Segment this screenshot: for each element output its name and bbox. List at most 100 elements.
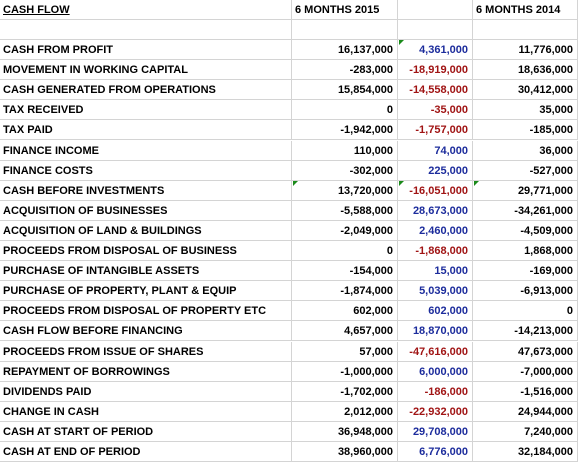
row-label-cell[interactable]: ACQUISITION OF BUSINESSES bbox=[0, 200, 292, 221]
header-difference-cell[interactable] bbox=[398, 0, 473, 20]
six-months-2014-cell[interactable]: -6,913,000 bbox=[473, 281, 578, 302]
difference-cell[interactable]: -47,616,000 bbox=[398, 341, 473, 362]
row-label-cell[interactable]: CASH FROM PROFIT bbox=[0, 40, 292, 60]
row-label-cell[interactable]: DIVIDENDS PAID bbox=[0, 381, 292, 402]
table-row: CASH FLOW BEFORE FINANCING 4,657,000 18,87… bbox=[0, 321, 578, 342]
six-months-2015-cell[interactable]: -1,942,000 bbox=[292, 120, 398, 141]
six-months-2014-cell[interactable]: -1,516,000 bbox=[473, 381, 578, 402]
six-months-2014-cell[interactable]: 36,000 bbox=[473, 140, 578, 161]
six-months-2014-cell[interactable]: 47,673,000 bbox=[473, 341, 578, 362]
six-months-2014-cell[interactable]: 32,184,000 bbox=[473, 442, 578, 462]
six-months-2014-cell[interactable]: 35,000 bbox=[473, 100, 578, 121]
table-row: TAX RECEIVED 0 -35,000 35,000 bbox=[0, 100, 578, 121]
difference-cell[interactable]: -35,000 bbox=[398, 100, 473, 121]
row-label-cell[interactable]: CASH AT START OF PERIOD bbox=[0, 421, 292, 442]
row-label-cell[interactable]: CASH FLOW BEFORE FINANCING bbox=[0, 321, 292, 342]
row-label-cell[interactable]: REPAYMENT OF BORROWINGS bbox=[0, 361, 292, 382]
row-label-cell[interactable]: PURCHASE OF INTANGIBLE ASSETS bbox=[0, 261, 292, 282]
blank-cell[interactable] bbox=[398, 20, 473, 40]
six-months-2015-cell[interactable]: 602,000 bbox=[292, 301, 398, 322]
row-label-cell[interactable]: TAX RECEIVED bbox=[0, 100, 292, 121]
difference-cell[interactable]: 225,000 bbox=[398, 160, 473, 181]
six-months-2014-cell[interactable]: -527,000 bbox=[473, 160, 578, 181]
six-months-2015-cell[interactable]: 110,000 bbox=[292, 140, 398, 161]
sheet-title-cell[interactable]: CASH FLOW bbox=[0, 0, 292, 20]
six-months-2015-cell[interactable]: 0 bbox=[292, 100, 398, 121]
six-months-2014-cell[interactable]: 24,944,000 bbox=[473, 401, 578, 422]
row-label-cell[interactable]: PROCEEDS FROM DISPOSAL OF PROPERTY ETC bbox=[0, 301, 292, 322]
difference-cell[interactable]: -22,932,000 bbox=[398, 401, 473, 422]
difference-cell[interactable]: -1,757,000 bbox=[398, 120, 473, 141]
difference-cell[interactable]: 74,000 bbox=[398, 140, 473, 161]
six-months-2015-cell[interactable]: -2,049,000 bbox=[292, 220, 398, 241]
six-months-2015-cell[interactable]: 15,854,000 bbox=[292, 80, 398, 101]
six-months-2014-cell[interactable]: -34,261,000 bbox=[473, 200, 578, 221]
six-months-2014-cell[interactable]: -169,000 bbox=[473, 261, 578, 282]
six-months-2015-cell[interactable]: 0 bbox=[292, 241, 398, 261]
six-months-2015-cell[interactable]: -154,000 bbox=[292, 261, 398, 282]
six-months-2015-cell[interactable]: -5,588,000 bbox=[292, 200, 398, 221]
six-months-2014-cell[interactable]: -185,000 bbox=[473, 120, 578, 141]
difference-cell[interactable]: 6,776,000 bbox=[398, 442, 473, 462]
six-months-2014-cell[interactable]: -7,000,000 bbox=[473, 361, 578, 382]
row-label-cell[interactable]: CASH AT END OF PERIOD bbox=[0, 442, 292, 462]
six-months-2014-cell[interactable]: 18,636,000 bbox=[473, 60, 578, 81]
difference-cell[interactable]: 15,000 bbox=[398, 261, 473, 282]
row-label-cell[interactable]: FINANCE INCOME bbox=[0, 140, 292, 161]
six-months-2015-cell[interactable]: 4,657,000 bbox=[292, 321, 398, 342]
six-months-2014-cell[interactable]: 1,868,000 bbox=[473, 241, 578, 261]
six-months-2015-cell[interactable]: 38,960,000 bbox=[292, 442, 398, 462]
table-row: CHANGE IN CASH 2,012,000 -22,932,000 24,944… bbox=[0, 401, 578, 422]
difference-cell[interactable]: 5,039,000 bbox=[398, 281, 473, 302]
six-months-2015-cell[interactable]: 36,948,000 bbox=[292, 421, 398, 442]
row-label-cell[interactable]: PURCHASE OF PROPERTY, PLANT & EQUIP bbox=[0, 281, 292, 302]
six-months-2014-cell[interactable]: 7,240,000 bbox=[473, 421, 578, 442]
six-months-2015-cell[interactable]: 2,012,000 bbox=[292, 401, 398, 422]
row-label-cell[interactable]: PROCEEDS FROM DISPOSAL OF BUSINESS bbox=[0, 241, 292, 261]
six-months-2015-cell[interactable]: 13,720,000 bbox=[292, 180, 398, 201]
six-months-2015-cell[interactable]: -302,000 bbox=[292, 160, 398, 181]
row-label-cell[interactable]: CASH BEFORE INVESTMENTS bbox=[0, 180, 292, 201]
table-row: TAX PAID -1,942,000 -1,757,000 -185,000 bbox=[0, 120, 578, 141]
difference-cell[interactable]: -16,051,000 bbox=[398, 180, 473, 201]
six-months-2015-cell[interactable]: -283,000 bbox=[292, 60, 398, 81]
table-row: ACQUISITION OF LAND & BUILDINGS -2,049,00… bbox=[0, 220, 578, 241]
six-months-2015-cell[interactable]: -1,000,000 bbox=[292, 361, 398, 382]
blank-cell[interactable] bbox=[473, 20, 578, 40]
difference-cell[interactable]: 18,870,000 bbox=[398, 321, 473, 342]
row-label-cell[interactable]: MOVEMENT IN WORKING CAPITAL bbox=[0, 60, 292, 81]
six-months-2014-cell[interactable]: -14,213,000 bbox=[473, 321, 578, 342]
difference-cell[interactable]: -14,558,000 bbox=[398, 80, 473, 101]
difference-cell[interactable]: 4,361,000 bbox=[398, 40, 473, 60]
header-6-months-2015-cell[interactable]: 6 MONTHS 2015 bbox=[292, 0, 398, 20]
six-months-2015-cell[interactable]: -1,702,000 bbox=[292, 381, 398, 402]
header-6-months-2014-cell[interactable]: 6 MONTHS 2014 bbox=[473, 0, 578, 20]
six-months-2014-cell[interactable]: 30,412,000 bbox=[473, 80, 578, 101]
difference-cell[interactable]: -1,868,000 bbox=[398, 241, 473, 261]
comment-indicator-icon bbox=[293, 180, 298, 186]
difference-cell[interactable]: 2,460,000 bbox=[398, 220, 473, 241]
difference-cell[interactable]: 6,000,000 bbox=[398, 361, 473, 382]
blank-cell[interactable] bbox=[0, 20, 292, 40]
six-months-2015-cell[interactable]: -1,874,000 bbox=[292, 281, 398, 302]
six-months-2014-cell[interactable]: 29,771,000 bbox=[473, 180, 578, 201]
row-label-cell[interactable]: FINANCE COSTS bbox=[0, 160, 292, 181]
row-label-cell[interactable]: PROCEEDS FROM ISSUE OF SHARES bbox=[0, 341, 292, 362]
difference-cell[interactable]: 29,708,000 bbox=[398, 421, 473, 442]
six-months-2015-cell[interactable]: 16,137,000 bbox=[292, 40, 398, 60]
row-label-cell[interactable]: CASH GENERATED FROM OPERATIONS bbox=[0, 80, 292, 101]
table-row: CASH BEFORE INVESTMENTS 13,720,000 -16,051… bbox=[0, 180, 578, 201]
row-label-cell[interactable]: TAX PAID bbox=[0, 120, 292, 141]
difference-cell[interactable]: -186,000 bbox=[398, 381, 473, 402]
six-months-2014-cell[interactable]: -4,509,000 bbox=[473, 220, 578, 241]
difference-cell[interactable]: 602,000 bbox=[398, 301, 473, 322]
difference-cell[interactable]: -18,919,000 bbox=[398, 60, 473, 81]
six-months-2014-cell[interactable]: 11,776,000 bbox=[473, 40, 578, 60]
six-months-2015-cell[interactable]: 57,000 bbox=[292, 341, 398, 362]
table-row: CASH GENERATED FROM OPERATIONS 15,854,000… bbox=[0, 80, 578, 101]
row-label-cell[interactable]: ACQUISITION OF LAND & BUILDINGS bbox=[0, 220, 292, 241]
six-months-2014-cell[interactable]: 0 bbox=[473, 301, 578, 322]
difference-cell[interactable]: 28,673,000 bbox=[398, 200, 473, 221]
blank-cell[interactable] bbox=[292, 20, 398, 40]
row-label-cell[interactable]: CHANGE IN CASH bbox=[0, 401, 292, 422]
